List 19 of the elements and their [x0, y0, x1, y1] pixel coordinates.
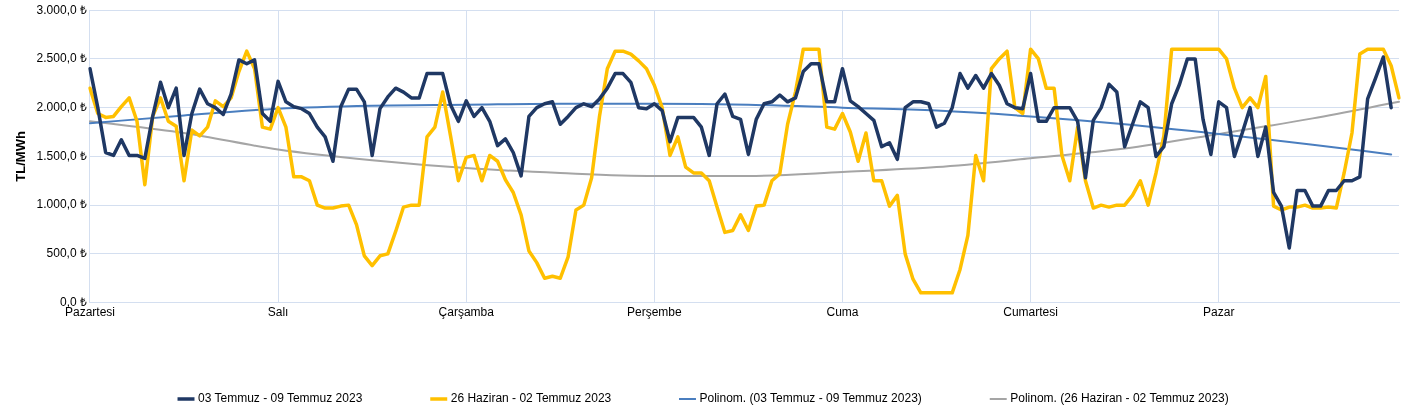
legend-label: 03 Temmuz - 09 Temmuz 2023 [198, 391, 363, 406]
legend-label: Polinom. (26 Haziran - 02 Temmuz 2023) [1010, 391, 1229, 406]
y-tick-label: 1.500,0 ₺ [36, 148, 87, 163]
y-tick-label: 1.000,0 ₺ [36, 197, 87, 212]
y-tick-label: 2.000,0 ₺ [36, 99, 87, 114]
x-tick-label: Çarşamba [438, 305, 495, 320]
legend-label: 26 Haziran - 02 Temmuz 2023 [450, 391, 612, 406]
x-tick-label: Pazar [1203, 305, 1235, 320]
line-series [88, 100, 1400, 177]
y-tick-label: 500,0 ₺ [46, 246, 87, 261]
x-tick-label: Cuma [826, 305, 859, 320]
x-tick-label: Perşembe [626, 305, 683, 320]
y-tick-label: 3.000,0 ₺ [36, 2, 87, 17]
line-series [88, 102, 1393, 156]
y-tick-label: 2.500,0 ₺ [36, 51, 87, 66]
x-tick-label: Cumartesi [1003, 305, 1058, 320]
legend-label: Polinom. (03 Temmuz - 09 Temmuz 2023) [699, 391, 922, 406]
y-axis-title: TL/MWh [13, 131, 29, 182]
x-tick-label: Salı [267, 305, 289, 320]
